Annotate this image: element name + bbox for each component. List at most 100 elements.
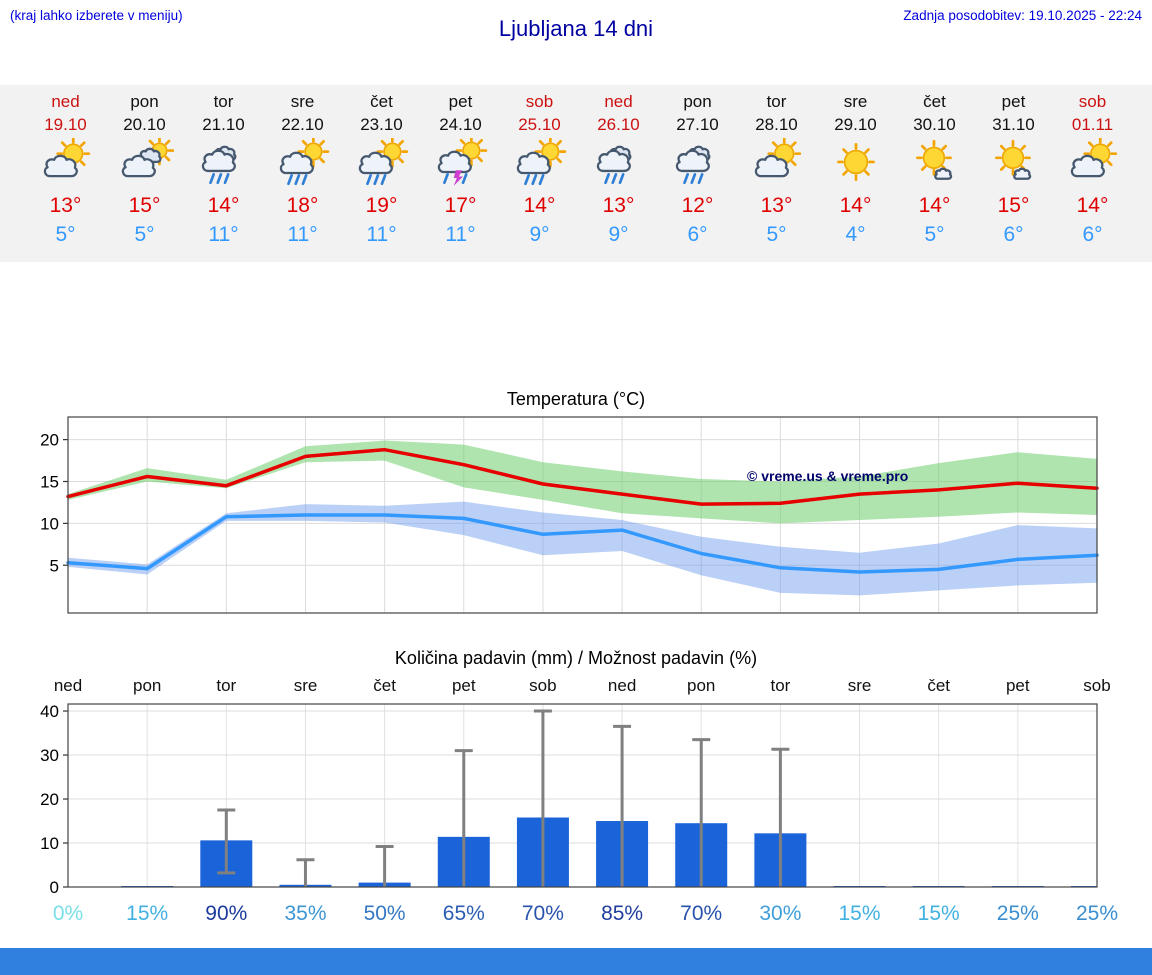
precip-probability-label: 85% [601,902,644,925]
sun-rain-icon [342,135,421,190]
forecast-strip: ned 19.10 13° 5° pon 20.10 15° 5° tor 21.10 14° 11°… [0,85,1152,262]
day-date: 25.10 [518,115,561,134]
day-date: 22.10 [281,115,324,134]
min-temperature-line [66,513,1099,574]
footer-bar [0,948,1152,975]
high-temp: 17° [444,194,477,217]
precip-day-label: ned [607,676,637,695]
temp-y-tick: 20 [40,431,59,450]
day-name: sob [525,92,554,111]
thunder-icon [421,134,500,190]
high-temp: 13° [602,194,635,217]
partly-cloudy-icon [737,136,816,190]
forecast-day: sre 22.10 18° 11° [263,85,342,262]
low-temp: 11° [208,223,239,246]
temperature-chart-title: Temperatura (°C) [506,389,646,409]
precip-day-label: sob [1083,676,1111,695]
low-temp: 5° [924,223,945,246]
precip-probability-label: 35% [284,902,327,925]
forecast-day: pet 31.10 15° 6° [974,85,1053,262]
precip-day-label: tor [770,676,791,695]
precip-y-tick: 20 [40,790,59,809]
day-date: 19.10 [44,115,87,134]
day-date: 01.11 [1071,115,1114,134]
location-menu-hint: (kraj lahko izberete v meniju) [10,8,183,23]
low-temp: 11° [366,223,397,246]
low-temp: 9° [608,223,629,246]
forecast-day: pon 27.10 12° 6° [658,85,737,262]
day-name: pet [1001,92,1026,111]
precip-probability-label: 90% [205,902,248,925]
day-name: ned [51,92,80,111]
precip-day-label: čet [373,676,396,695]
high-temp: 13° [760,194,793,217]
day-name: ned [604,92,633,111]
day-date: 30.10 [913,115,956,134]
low-temp: 5° [55,223,76,246]
low-temp: 5° [134,223,155,246]
high-temp: 14° [918,194,951,217]
forecast-day: pon 20.10 15° 5° [105,85,184,262]
temp-y-tick: 5 [50,556,59,575]
high-temp: 14° [207,194,240,217]
sunny-icon [816,138,895,190]
precip-y-tick: 0 [50,878,59,897]
day-date: 28.10 [755,115,798,134]
day-date: 24.10 [439,115,482,134]
partly-cloudy-icon [1053,136,1132,190]
forecast-day: sob 01.11 14° 6° [1053,85,1132,262]
high-temp: 14° [1076,194,1109,217]
low-temp: 6° [687,223,708,246]
high-temp: 14° [839,194,872,217]
mostly-sunny-icon [895,138,974,190]
precip-day-label: sre [293,676,318,695]
low-temp: 9° [529,223,550,246]
precip-probability-label: 15% [126,902,169,925]
precip-probability-label: 50% [363,902,406,925]
precip-day-label: sre [847,676,872,695]
forecast-day: pet 24.10 17° 11° [421,85,500,262]
day-name: sre [290,92,315,111]
day-date: 27.10 [676,115,719,134]
temperature-chart: 5 10 15 20 [40,416,1099,614]
day-name: sob [1078,92,1107,111]
precip-y-tick: 10 [40,834,59,853]
cloudy-icon [105,135,184,190]
precip-day-label: čet [927,676,951,695]
high-temp: 14° [523,194,556,217]
forecast-day: tor 28.10 13° 5° [737,85,816,262]
last-updated-text: Zadnja posodobitev: 19.10.2025 - 22:24 [903,8,1142,23]
high-temp: 12° [681,194,714,217]
precip-probability-label: 15% [917,902,960,925]
precip-day-label: tor [216,676,237,695]
high-temp: 15° [128,194,161,217]
precip-probability-label: 25% [1075,902,1119,925]
high-temp: 19° [365,194,398,217]
precip-day-label: ned [53,676,83,695]
day-date: 21.10 [202,115,245,134]
forecast-day: ned 26.10 13° 9° [579,85,658,262]
precip-day-label: sob [529,676,557,695]
precip-chart-title: Količina padavin (mm) / Možnost padavin … [394,648,758,668]
high-temp: 13° [49,194,82,217]
precip-probability-label: 30% [759,902,802,925]
low-temp: 5° [766,223,787,246]
forecast-day: sob 25.10 14° 9° [500,85,579,262]
day-date: 20.10 [123,115,166,134]
sun-rain-icon [500,135,579,190]
max-temperature-range [68,440,1097,524]
precip-probability-label: 15% [838,902,881,925]
day-date: 26.10 [597,115,640,134]
precip-probability-label: 0% [52,902,84,925]
max-temperature-line [66,447,1099,506]
temp-y-tick: 15 [40,472,59,491]
day-date: 23.10 [360,115,403,134]
forecast-day: čet 30.10 14° 5° [895,85,974,262]
partly-cloudy-icon [26,136,105,190]
precip-chart: 0 10 20 30 40 [40,702,1098,897]
day-name: sre [843,92,868,111]
precip-y-tick: 40 [40,702,59,721]
precip-probability-labels: 0% 15% 90% 35% 50% 65% 70% 85% 70% 30% 15% 15% 25% 25… [0,902,1152,928]
forecast-day: čet 23.10 19° 11° [342,85,421,262]
day-name: tor [766,92,787,111]
